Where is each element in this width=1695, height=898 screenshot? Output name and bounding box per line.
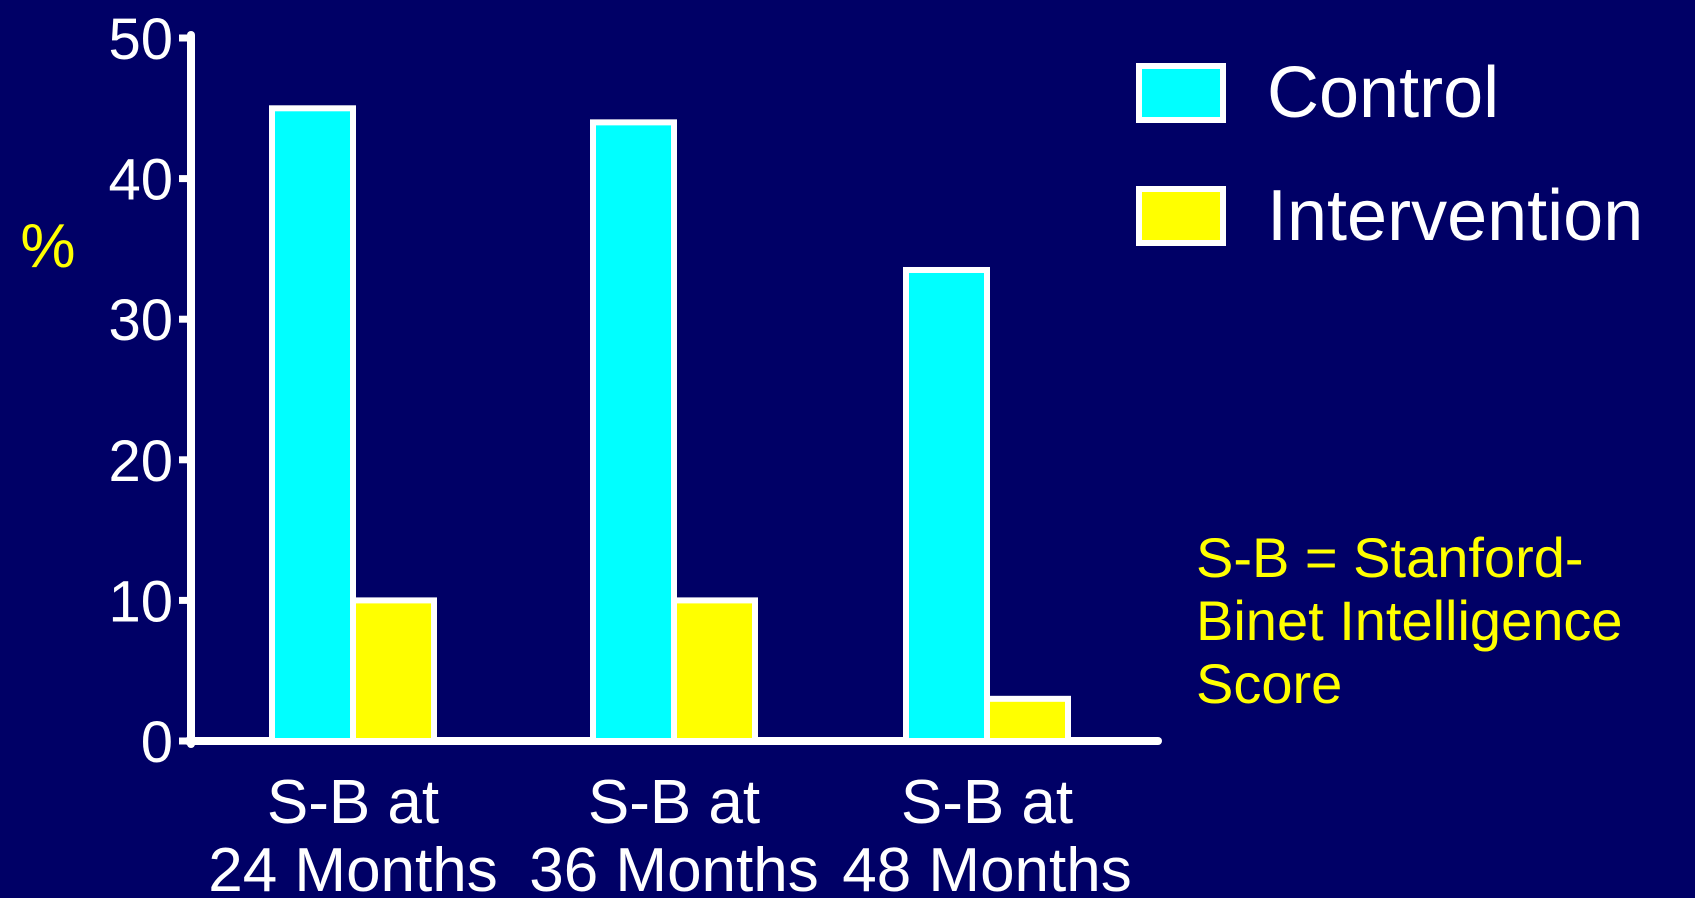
x-category-label: S-B at 48 Months xyxy=(842,768,1132,898)
legend-label-intervention: Intervention xyxy=(1267,176,1643,256)
bar-intervention-3 xyxy=(984,695,1071,745)
bar-control-2 xyxy=(590,119,677,745)
y-tick-label: 50 xyxy=(108,7,173,72)
y-axis-label: % xyxy=(20,212,75,281)
x-category-label: S-B at 36 Months xyxy=(529,768,819,898)
y-tick-label: 10 xyxy=(108,569,173,634)
y-tick-label: 40 xyxy=(108,148,173,213)
bar-control-3 xyxy=(903,266,990,744)
y-tick-label: 30 xyxy=(108,288,173,353)
footnote: S-B = Stanford- Binet Intelligence Score xyxy=(1196,526,1623,715)
legend-swatch-control xyxy=(1136,63,1226,123)
bar-control-1 xyxy=(269,105,356,745)
y-tick-label: 0 xyxy=(141,710,173,775)
legend-label-control: Control xyxy=(1267,53,1499,133)
legend-swatch-intervention xyxy=(1136,186,1226,246)
bar-intervention-1 xyxy=(350,597,437,745)
bar-intervention-2 xyxy=(671,597,758,745)
x-category-label: S-B at 24 Months xyxy=(208,768,498,898)
y-tick-label: 20 xyxy=(108,429,173,494)
